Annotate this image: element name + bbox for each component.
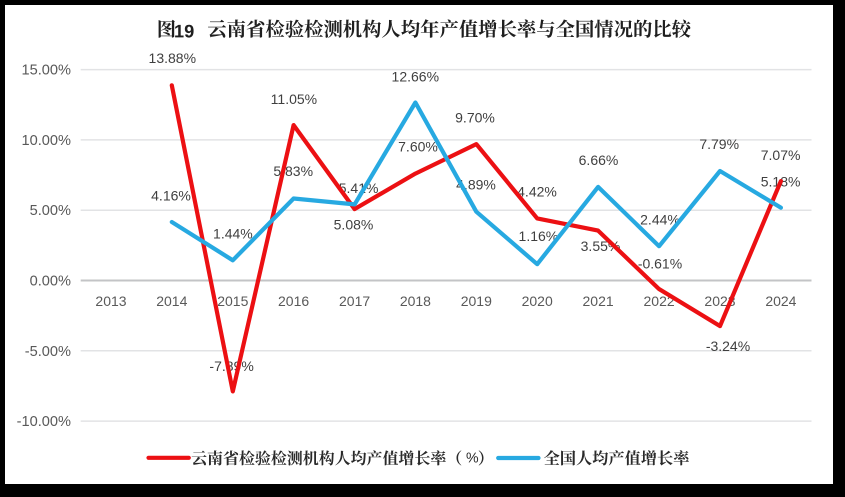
svg-text:2019: 2019 bbox=[461, 293, 492, 309]
svg-text:1.44%: 1.44% bbox=[213, 226, 253, 242]
svg-text:2016: 2016 bbox=[278, 293, 309, 309]
svg-text:2018: 2018 bbox=[400, 293, 431, 309]
svg-text:2022: 2022 bbox=[644, 293, 675, 309]
svg-text:10.00%: 10.00% bbox=[22, 133, 72, 149]
svg-text:12.66%: 12.66% bbox=[392, 69, 439, 85]
svg-text:-3.24%: -3.24% bbox=[706, 338, 750, 354]
svg-text:2021: 2021 bbox=[583, 293, 614, 309]
svg-text:7.07%: 7.07% bbox=[761, 147, 801, 163]
svg-text:7.60%: 7.60% bbox=[398, 139, 438, 155]
svg-text:2015: 2015 bbox=[217, 293, 248, 309]
svg-text:-5.00%: -5.00% bbox=[25, 344, 71, 360]
svg-text:0.00%: 0.00% bbox=[30, 274, 71, 290]
svg-text:4.42%: 4.42% bbox=[517, 184, 557, 200]
svg-text:1.16%: 1.16% bbox=[519, 228, 559, 244]
svg-text:-0.61%: -0.61% bbox=[638, 256, 682, 272]
svg-text:2014: 2014 bbox=[156, 293, 187, 309]
svg-text:7.79%: 7.79% bbox=[699, 136, 739, 152]
svg-text:5.83%: 5.83% bbox=[273, 163, 313, 179]
svg-text:13.88%: 13.88% bbox=[149, 50, 196, 66]
svg-text:4.89%: 4.89% bbox=[456, 177, 496, 193]
svg-text:2017: 2017 bbox=[339, 293, 370, 309]
svg-text:4.16%: 4.16% bbox=[151, 188, 191, 204]
svg-text:2013: 2013 bbox=[95, 293, 126, 309]
svg-text:5.00%: 5.00% bbox=[30, 203, 71, 219]
svg-text:15.00%: 15.00% bbox=[22, 63, 72, 79]
svg-text:-10.00%: -10.00% bbox=[17, 414, 71, 430]
svg-text:6.66%: 6.66% bbox=[579, 152, 619, 168]
svg-text:-7.89%: -7.89% bbox=[209, 358, 253, 374]
svg-text:11.05%: 11.05% bbox=[271, 91, 317, 107]
svg-text:9.70%: 9.70% bbox=[455, 110, 495, 126]
svg-text:2020: 2020 bbox=[522, 293, 553, 309]
svg-text:5.08%: 5.08% bbox=[334, 217, 374, 233]
svg-text:2024: 2024 bbox=[765, 293, 796, 309]
svg-text:2.44%: 2.44% bbox=[640, 212, 680, 228]
